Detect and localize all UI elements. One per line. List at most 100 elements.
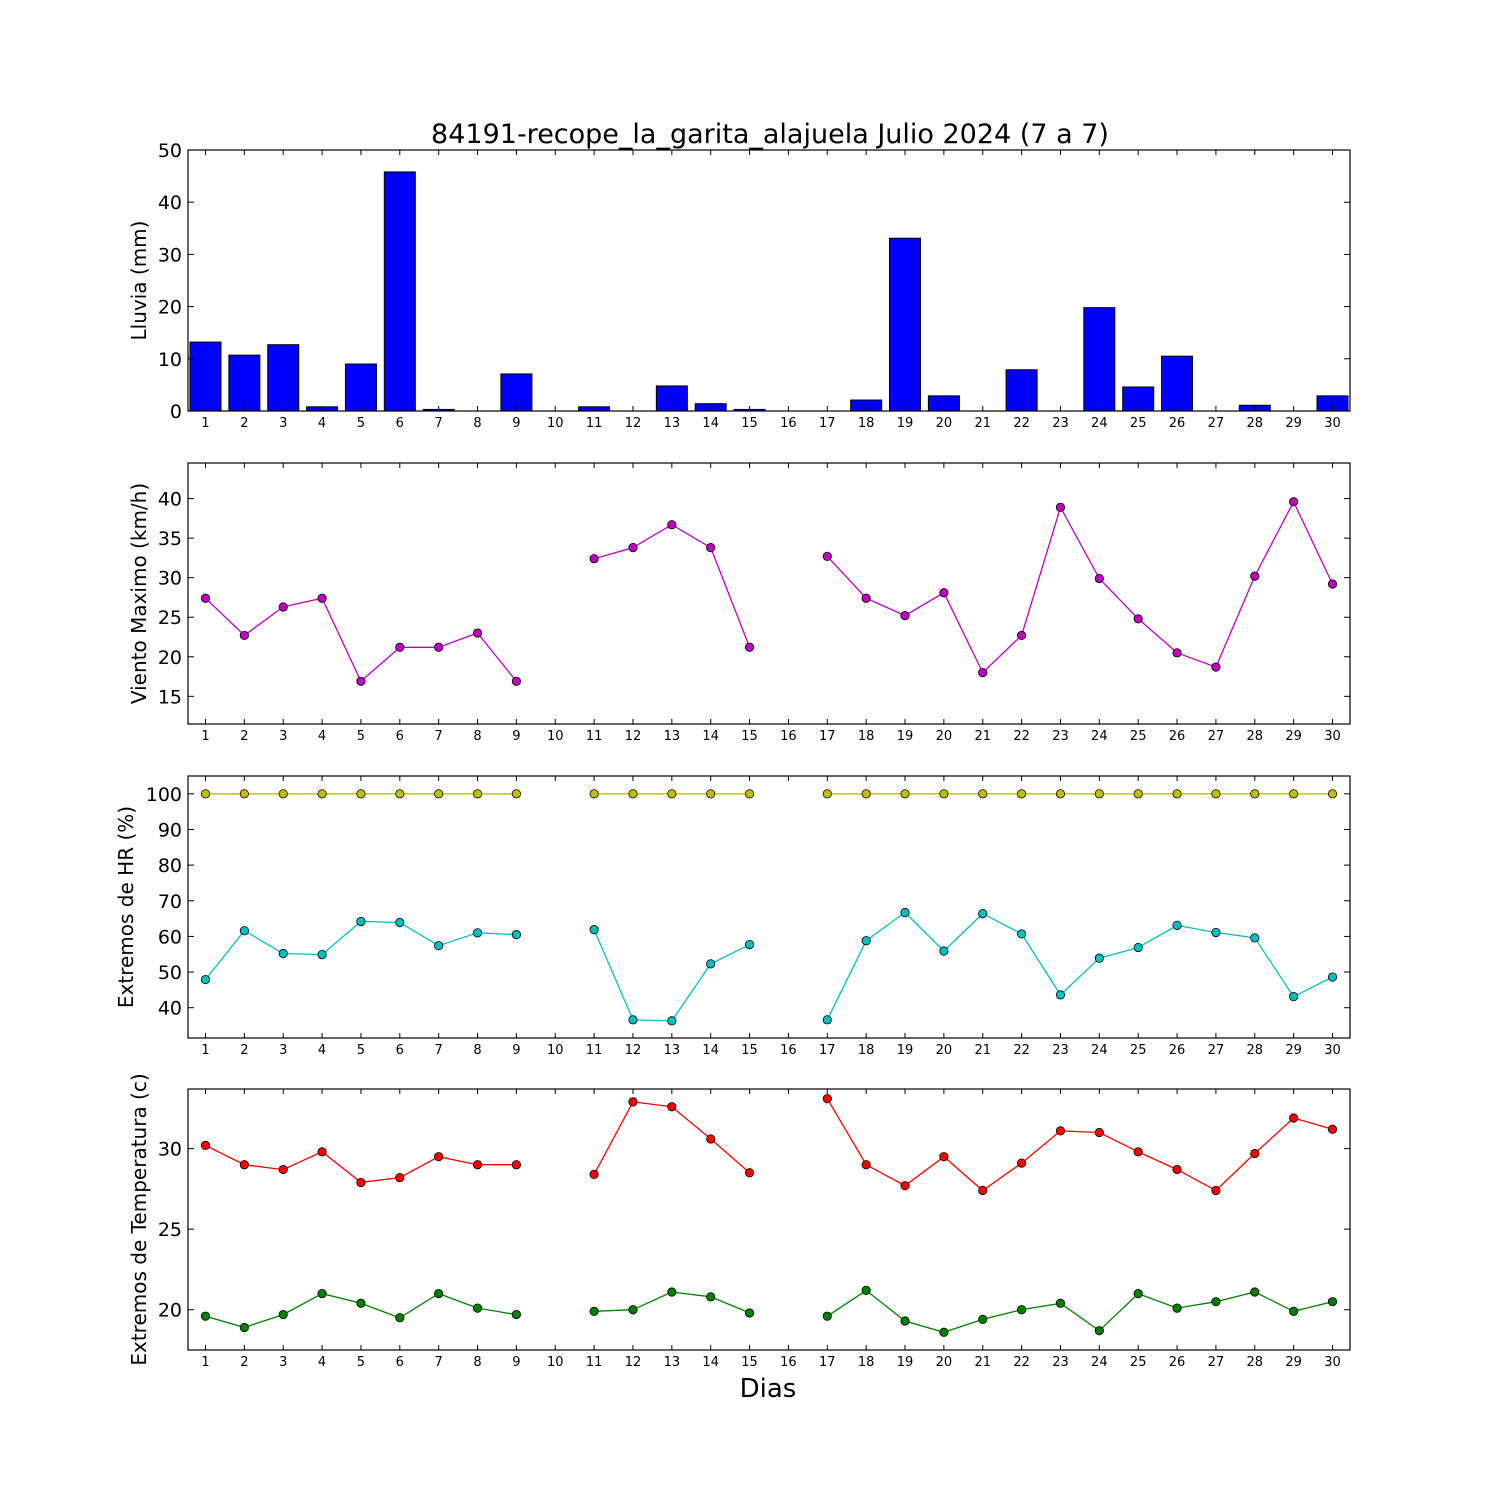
x-tick-label: 27	[1208, 729, 1225, 744]
point-s1-day-1	[200, 1140, 211, 1150]
x-tick-label: 16	[780, 1043, 797, 1058]
point-s1-day-3	[278, 789, 288, 799]
point-s1-day-24	[1094, 1127, 1104, 1138]
point-s1-day-15	[744, 1168, 755, 1178]
point-s1-day-17	[822, 551, 832, 561]
point-s2-day-23	[1055, 1298, 1066, 1308]
x-tick-label: 9	[512, 729, 520, 744]
point-s1-day-19	[900, 789, 910, 799]
point-s1-day-29	[1289, 789, 1299, 799]
bar-day-3	[267, 344, 300, 412]
x-tick-label: 22	[1013, 729, 1030, 744]
x-tick-label: 4	[318, 416, 326, 431]
point-s1-day-22	[1017, 1158, 1027, 1168]
x-tick-label: 10	[547, 416, 564, 431]
point-s2-day-27	[1211, 1297, 1221, 1307]
x-tick-label: 30	[1324, 1043, 1341, 1058]
x-tick-label: 2	[240, 1355, 248, 1370]
point-s2-day-24	[1094, 953, 1104, 963]
x-tick-label: 26	[1169, 1355, 1186, 1370]
series-line-2	[204, 911, 1333, 1022]
point-s2-day-26	[1172, 1303, 1182, 1313]
point-s2-day-29	[1289, 992, 1299, 1002]
x-tick-label: 11	[586, 1355, 603, 1370]
point-s2-day-3	[278, 948, 288, 959]
bar-day-6	[383, 171, 416, 412]
point-s1-day-7	[434, 789, 444, 799]
x-tick-label: 16	[780, 416, 797, 431]
bar-day-24	[1083, 307, 1116, 412]
series-line-1	[205, 500, 1334, 683]
x-tick-label: 21	[974, 416, 991, 431]
point-s2-day-9	[511, 930, 521, 940]
point-s2-day-5	[356, 916, 366, 927]
y-tick-label: 40	[158, 192, 182, 214]
point-s1-day-14	[706, 543, 716, 553]
point-s2-day-9	[511, 1309, 521, 1320]
y-tick-label: 60	[158, 926, 182, 948]
point-s2-day-21	[978, 908, 988, 919]
x-tick-label: 25	[1130, 1355, 1147, 1370]
point-s1-day-11	[589, 554, 599, 564]
x-tick-label: 23	[1052, 729, 1069, 744]
x-tick-label: 22	[1013, 1043, 1030, 1058]
x-tick-label: 4	[318, 1355, 326, 1370]
x-tick-label: 19	[897, 416, 914, 431]
x-tick-label: 1	[201, 729, 209, 744]
x-tick-label: 27	[1208, 416, 1225, 431]
point-s2-day-11	[589, 1306, 599, 1316]
x-tick-label: 5	[357, 1043, 365, 1058]
point-s1-day-4	[317, 593, 327, 603]
x-tick-label: 12	[625, 1043, 642, 1058]
point-s1-day-30	[1327, 579, 1338, 589]
x-tick-label: 15	[741, 729, 758, 744]
point-s2-day-4	[317, 1289, 327, 1299]
x-tick-label: 29	[1285, 1043, 1302, 1058]
point-s1-day-18	[861, 1160, 871, 1170]
x-tick-label: 6	[396, 729, 404, 744]
point-s2-day-22	[1017, 1305, 1027, 1315]
point-s1-day-9	[511, 1160, 521, 1170]
bar-day-19	[889, 237, 922, 412]
point-s1-day-22	[1017, 630, 1027, 641]
y-tick-label: 30	[158, 568, 182, 590]
point-s2-day-18	[861, 1285, 871, 1295]
point-s1-day-8	[472, 628, 483, 638]
point-s2-day-25	[1133, 1289, 1143, 1299]
bar-day-9	[500, 373, 533, 412]
bar-day-26	[1161, 355, 1194, 412]
point-s1-day-25	[1133, 1147, 1143, 1157]
x-tick-label: 29	[1285, 416, 1302, 431]
point-s1-day-21	[978, 1185, 988, 1196]
y-tick-label: 25	[158, 1219, 182, 1241]
y-tick-label: 20	[158, 297, 182, 319]
series-line-2	[205, 1289, 1333, 1333]
x-tick-label: 13	[664, 729, 681, 744]
x-tick-label: 26	[1169, 416, 1186, 431]
x-tick-label: 6	[396, 1355, 404, 1370]
y-tick-label: 25	[158, 607, 182, 629]
point-s1-day-13	[667, 789, 677, 799]
x-tick-label: 7	[435, 1043, 443, 1058]
point-s2-day-12	[628, 1015, 638, 1025]
x-tick-label: 4	[318, 1043, 326, 1058]
x-tick-label: 9	[512, 416, 520, 431]
point-s1-day-9	[511, 789, 521, 799]
point-s2-day-24	[1094, 1326, 1104, 1336]
point-s1-day-28	[1250, 1148, 1260, 1159]
point-s1-day-17	[822, 789, 832, 799]
x-tick-label: 6	[396, 1043, 404, 1058]
point-s2-day-7	[434, 941, 444, 951]
x-tick-label: 20	[936, 729, 953, 744]
x-tick-label: 26	[1169, 729, 1186, 744]
x-tick-label: 23	[1052, 416, 1069, 431]
point-s1-day-27	[1211, 789, 1221, 799]
point-s2-day-1	[200, 974, 211, 985]
point-s1-day-3	[278, 1164, 288, 1175]
axes-frame	[187, 1088, 1351, 1351]
x-tick-label: 11	[586, 416, 603, 431]
point-s1-day-24	[1094, 789, 1104, 799]
point-s2-day-2	[239, 926, 249, 936]
x-tick-label: 25	[1130, 416, 1147, 431]
